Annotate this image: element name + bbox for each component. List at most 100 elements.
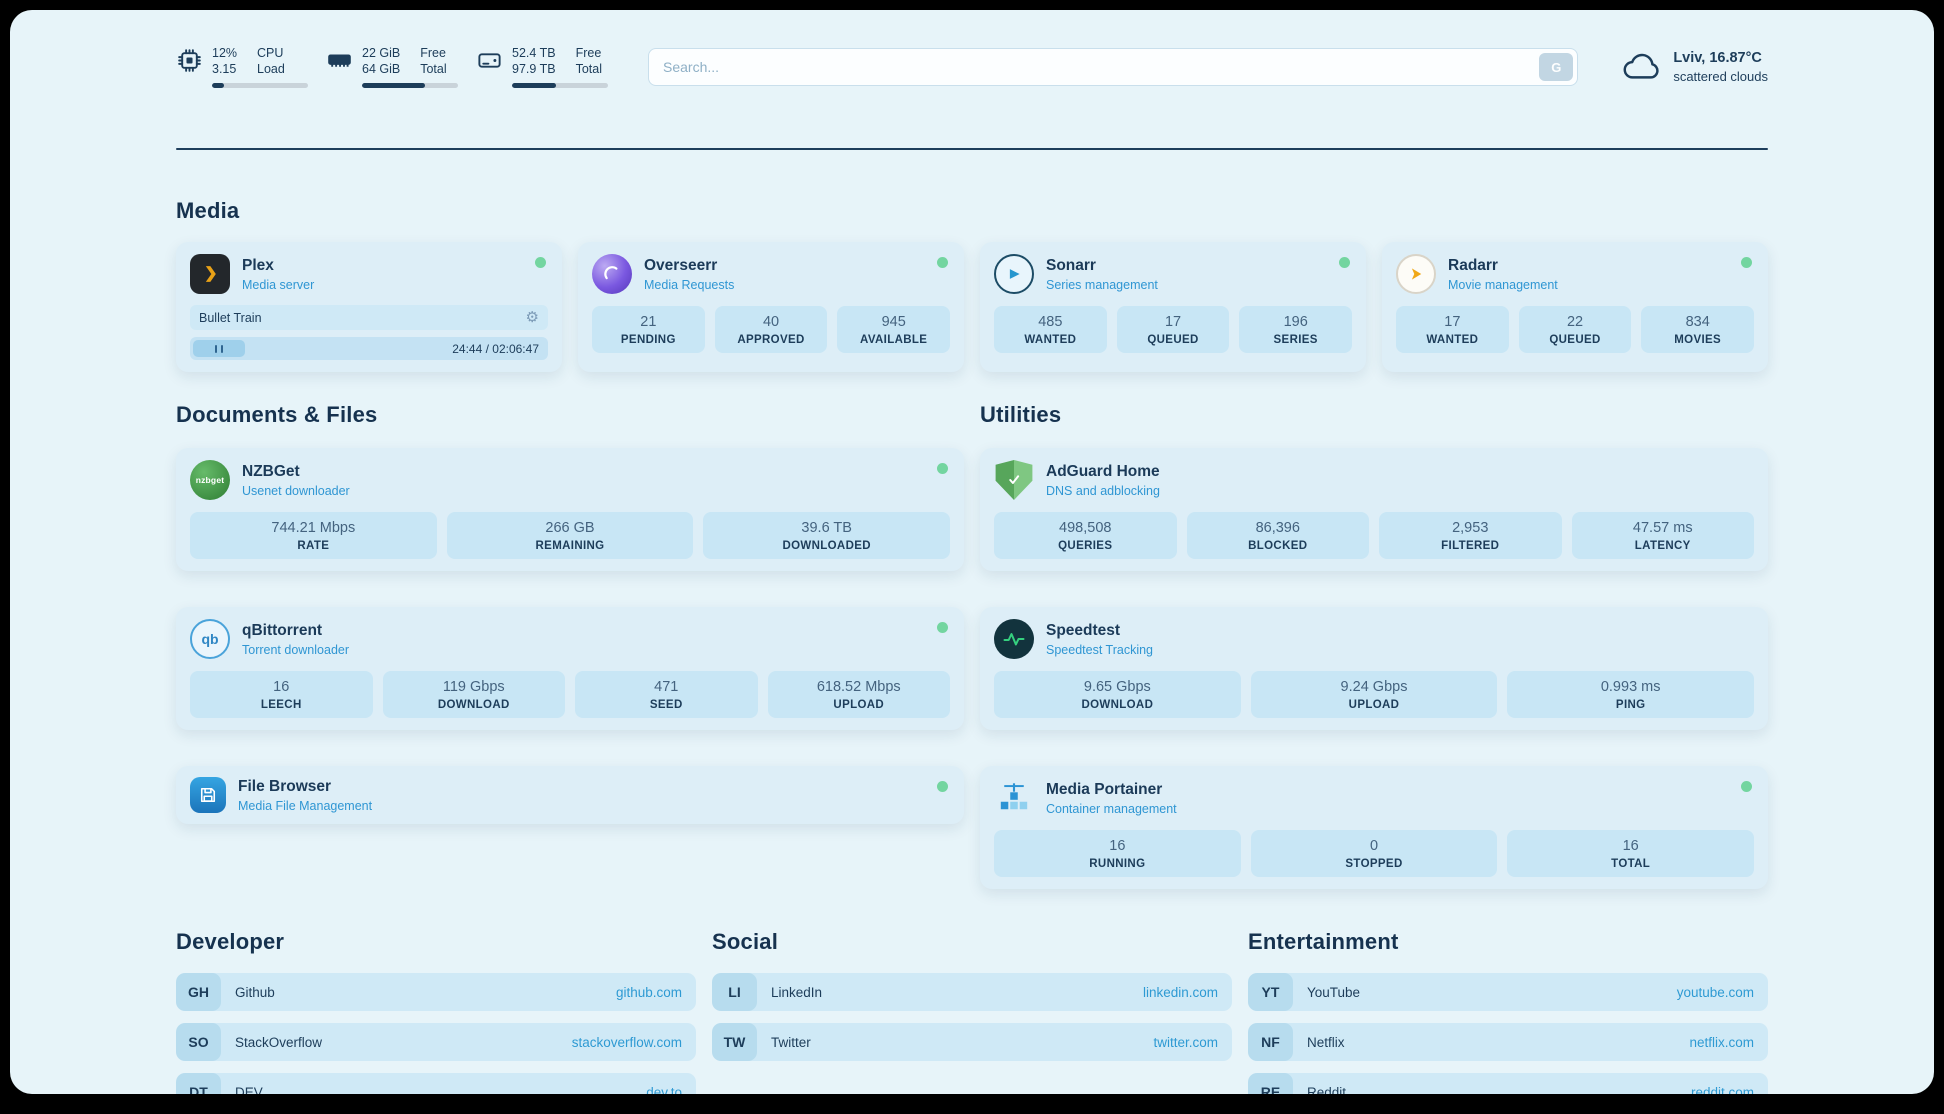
search-input[interactable] [648, 48, 1579, 86]
bookmark-name: Github [235, 984, 275, 1000]
service-card-filebrowser[interactable]: File Browser Media File Management [176, 766, 964, 824]
system-stats: 12% CPU 3.15 Load 22 [176, 46, 608, 88]
service-card-plex[interactable]: Plex Media server Bullet Train ⚙ 24:44 /… [176, 242, 562, 372]
bookmark-name: YouTube [1307, 984, 1361, 1000]
cpu-usage-label: CPU [257, 46, 284, 60]
bookmark-github[interactable]: GH Github github.com [176, 973, 696, 1011]
section-title-social: Social [712, 929, 779, 954]
bookmark-url: dev.to [646, 1084, 682, 1095]
stat-box: 834 MOVIES [1641, 306, 1755, 353]
weather-condition: scattered clouds [1673, 69, 1768, 84]
stat-box: 40 APPROVED [714, 306, 828, 353]
stat-box: 0.993 ms PING [1507, 671, 1755, 718]
search-box: G [648, 48, 1579, 86]
weather-location: Lviv, 16.87°C [1673, 50, 1762, 66]
service-card-sonarr[interactable]: Sonarr Series management 485 WANTED 17 QUE… [980, 242, 1366, 372]
bookmark-abbr-badge: GH [176, 973, 221, 1011]
disk-icon [476, 47, 503, 74]
memory-widget: 22 GiB Free 64 GiB Total [326, 46, 458, 88]
storage-free-value: 52.4 TB [512, 46, 556, 60]
stat-box: 21 PENDING [592, 306, 705, 353]
memory-total-label: Total [420, 62, 447, 76]
online-status-dot [1741, 781, 1752, 792]
cpu-chip-icon [176, 47, 203, 74]
service-card-qbittorrent[interactable]: qb qBittorrent Torrent downloader 16 LEEC… [176, 607, 964, 730]
service-card-radarr[interactable]: Radarr Movie management 17 WANTED 22 QUEUE… [1382, 242, 1768, 372]
overseerr-icon [592, 254, 632, 294]
service-card-adguard[interactable]: AdGuard Home DNS and adblocking 498,508 Q… [980, 448, 1768, 571]
bookmark-url: github.com [615, 984, 682, 1000]
storage-total-label: Total [575, 62, 602, 76]
online-status-dot [1741, 257, 1752, 268]
service-title: Radarr [1448, 256, 1498, 274]
stat-box: 0 STOPPED [1250, 830, 1498, 877]
bookmark-url: youtube.com [1676, 984, 1754, 1000]
service-title: qBittorrent [242, 621, 323, 639]
bookmark-url: reddit.com [1690, 1084, 1754, 1095]
stat-box: 498,508 QUERIES [994, 512, 1177, 559]
stat-box: 16 RUNNING [994, 830, 1241, 877]
bookmark-abbr-badge: LI [712, 973, 757, 1011]
filebrowser-icon [190, 777, 226, 813]
nzbget-icon: nzbget [190, 460, 230, 500]
stat-box: 618.52 Mbps UPLOAD [767, 671, 950, 718]
stat-box: 744.21 Mbps RATE [190, 512, 437, 559]
cloud-icon [1620, 51, 1662, 83]
plex-icon [190, 254, 230, 294]
service-card-speedtest[interactable]: Speedtest Speedtest Tracking 9.65 Gbps DO… [980, 607, 1768, 730]
service-card-nzbget[interactable]: nzbget NZBGet Usenet downloader 744.21 M… [176, 448, 964, 571]
service-subtitle: Usenet downloader [242, 483, 350, 498]
top-bar: 12% CPU 3.15 Load 22 [176, 46, 1768, 88]
now-playing-title: Bullet Train [199, 310, 262, 325]
bookmark-url: stackoverflow.com [571, 1034, 682, 1050]
service-subtitle: Container management [1046, 801, 1177, 816]
service-title: Speedtest [1046, 621, 1121, 639]
bookmark-abbr-badge: NF [1248, 1023, 1293, 1061]
online-status-dot [937, 257, 948, 268]
online-status-dot [937, 781, 948, 792]
service-card-overseerr[interactable]: Overseerr Media Requests 21 PENDING 40 APP… [578, 242, 964, 372]
bookmark-abbr-badge: YT [1248, 973, 1293, 1011]
bookmark-group-entertainment: Entertainment YT YouTube youtube.com NF … [1248, 929, 1768, 1094]
bookmark-name: Reddit [1307, 1084, 1347, 1095]
section-title-media: Media [176, 198, 240, 223]
bookmark-name: LinkedIn [771, 984, 823, 1000]
media-section: Media Plex Media server Bullet Train ⚙ [176, 198, 1768, 372]
online-status-dot [937, 622, 948, 633]
bookmark-name: DEV [235, 1084, 263, 1095]
service-subtitle: Torrent downloader [242, 642, 350, 657]
service-title: NZBGet [242, 462, 300, 480]
bookmark-twitter[interactable]: TW Twitter twitter.com [712, 1023, 1232, 1061]
bookmark-stackoverflow[interactable]: SO StackOverflow stackoverflow.com [176, 1023, 696, 1061]
bookmark-url: linkedin.com [1142, 984, 1218, 1000]
bookmark-abbr-badge: DT [176, 1073, 221, 1094]
stat-box: 17 WANTED [1396, 306, 1509, 353]
memory-total-value: 64 GiB [362, 62, 401, 76]
bookmark-abbr-badge: SO [176, 1023, 221, 1061]
bookmark-abbr-badge: RE [1248, 1073, 1293, 1094]
bookmark-netflix[interactable]: NF Netflix netflix.com [1248, 1023, 1768, 1061]
bookmark-youtube[interactable]: YT YouTube youtube.com [1248, 973, 1768, 1011]
stat-box: 47.57 ms LATENCY [1571, 512, 1754, 559]
section-title-utilities: Utilities [980, 402, 1062, 427]
bookmark-reddit[interactable]: RE Reddit reddit.com [1248, 1073, 1768, 1094]
service-subtitle: Series management [1046, 277, 1158, 292]
stat-box: 16 TOTAL [1507, 830, 1755, 877]
settings-gear-icon[interactable]: ⚙ [525, 309, 539, 326]
header-divider [176, 148, 1768, 150]
radarr-icon [1396, 254, 1436, 294]
playback-time: 24:44 / 02:06:47 [452, 341, 539, 356]
memory-free-label: Free [420, 46, 446, 60]
online-status-dot [1339, 257, 1350, 268]
bookmark-linkedin[interactable]: LI LinkedIn linkedin.com [712, 973, 1232, 1011]
bookmark-abbr-badge: TW [712, 1023, 757, 1061]
bookmark-name: Twitter [771, 1034, 811, 1050]
pause-button[interactable] [193, 340, 245, 357]
search-engine-button[interactable]: G [1539, 53, 1574, 81]
service-subtitle: Media File Management [238, 798, 373, 813]
bookmark-dev[interactable]: DT DEV dev.to [176, 1073, 696, 1094]
utilities-section: Utilities AdGuard Home DNS and adblockin… [980, 402, 1768, 889]
stat-box: 17 QUEUED [1116, 306, 1230, 353]
storage-total-value: 97.9 TB [512, 62, 556, 76]
service-card-portainer[interactable]: Media Portainer Container management 16 R… [980, 766, 1768, 889]
